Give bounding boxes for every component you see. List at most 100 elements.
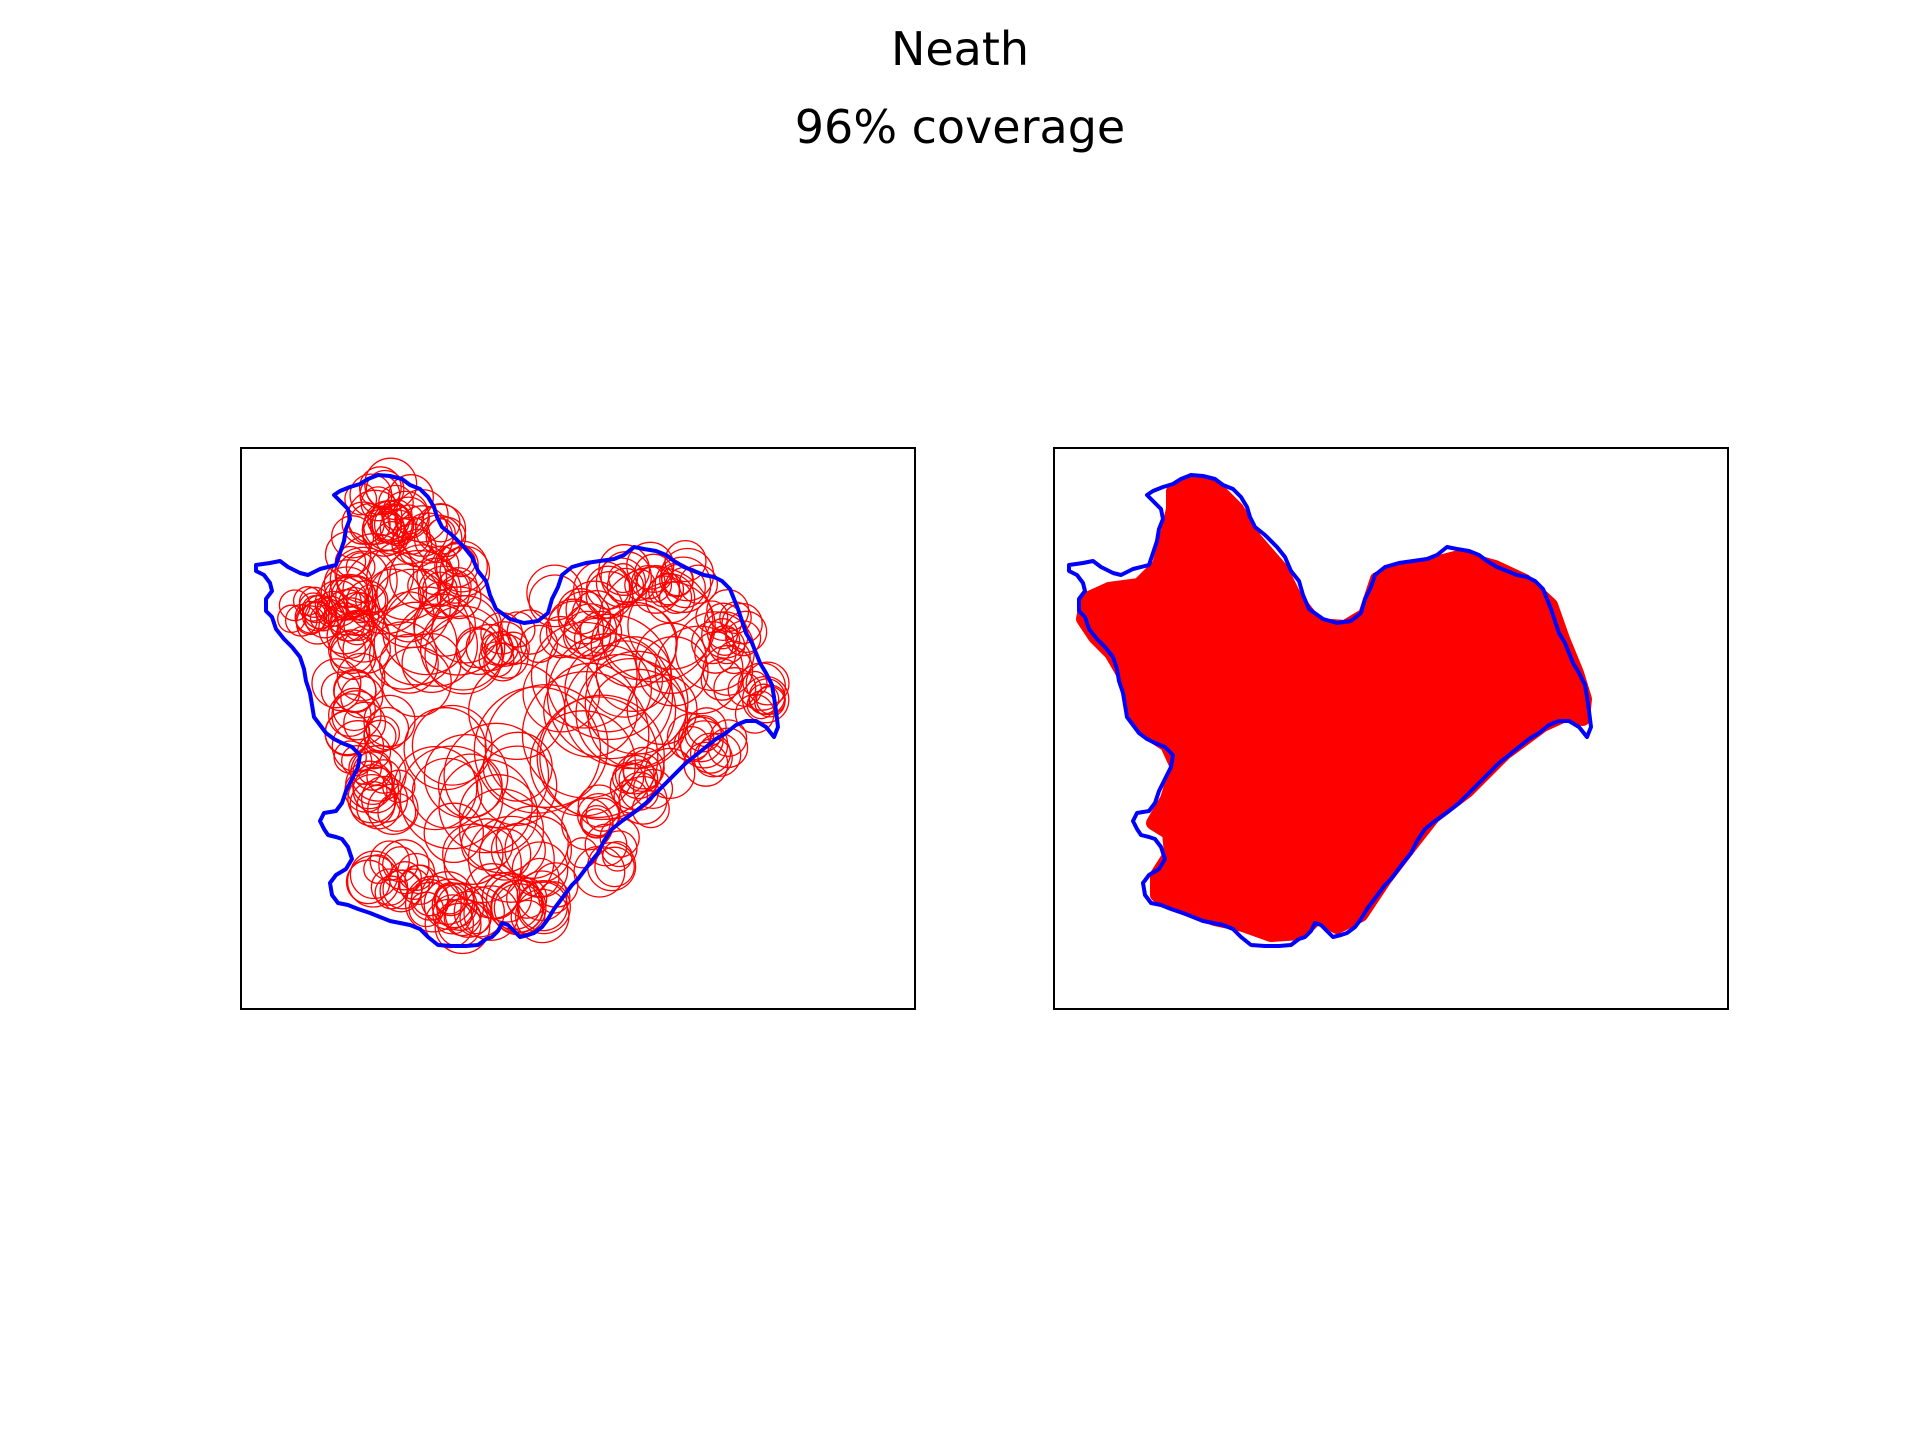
coverage-circle (327, 630, 367, 669)
coverage-circle (420, 871, 475, 925)
coverage-circle (378, 839, 430, 891)
coverage-circle (504, 815, 573, 884)
coverage-circle (577, 784, 621, 828)
coverage-circle (320, 566, 374, 620)
coverage-circle (311, 658, 362, 709)
coverage-circle (292, 586, 323, 616)
coverage-circle (403, 707, 487, 791)
coverage-circle (378, 633, 439, 694)
coverage-circle (522, 654, 601, 733)
coverage-circle (618, 759, 659, 800)
coverage-circle (516, 870, 568, 922)
coverage-circle (745, 661, 790, 706)
coverage-circle (631, 790, 670, 829)
coverage-circle (378, 484, 414, 521)
coverage-circle (614, 754, 655, 795)
coverage-circle (343, 701, 387, 745)
coverage-circle (278, 589, 311, 622)
coverage-circle (370, 868, 409, 906)
coverage-circle (421, 502, 461, 543)
coverage-circle (330, 515, 375, 559)
coverage-circle (388, 861, 422, 895)
coverage-circle (339, 609, 375, 646)
coverage-circle (465, 623, 514, 672)
coverage-circle (480, 632, 515, 666)
coverage-circle (458, 774, 539, 854)
coverage-circle (389, 544, 455, 610)
coverage-circle (611, 761, 645, 795)
coverage-circle (424, 615, 504, 695)
coverage-circle (329, 546, 398, 615)
coverage-circle (399, 745, 504, 850)
coverage-circle (565, 580, 624, 639)
coverage-circle (482, 731, 553, 802)
coverage-map-panel (1053, 447, 1729, 1010)
coverage-circle (398, 868, 430, 901)
coverage-circle (526, 564, 583, 621)
coverage-circle (431, 882, 478, 929)
coverage-circle (724, 610, 768, 653)
coverage-circle (598, 544, 651, 596)
coverage-circle (382, 846, 419, 883)
coverage-circle (455, 626, 498, 669)
coverage-circle (484, 683, 609, 809)
coverage-circle (443, 898, 482, 937)
coverage-circle (295, 601, 339, 645)
coverage-circle (563, 653, 677, 767)
coverage-circle (543, 662, 639, 758)
coverage-circle (442, 823, 504, 885)
region-boundary-left (254, 473, 780, 948)
coverage-circle (495, 805, 569, 879)
coverage-circle (426, 518, 456, 548)
coverage-circle (590, 601, 677, 688)
coverage-circle (410, 878, 449, 917)
coverage-circle (664, 539, 707, 583)
coverage-circle (599, 817, 640, 858)
coverage-circle (336, 609, 390, 663)
coverage-circle (467, 815, 555, 903)
coverage-circle (453, 886, 505, 938)
coverage-circle (351, 764, 393, 806)
coverage-circle (622, 752, 662, 793)
region-boundary-right (1067, 473, 1593, 948)
coverage-circle (484, 634, 529, 679)
coverage-circle (435, 540, 488, 593)
coverage-circle (349, 473, 393, 517)
coverage-circles (277, 457, 790, 955)
circles-map (254, 457, 790, 955)
coverage-subtitle: 96% coverage (794, 100, 1126, 154)
coverage-circle (432, 894, 473, 935)
coverage-circle (654, 625, 744, 715)
coverage-circle (754, 686, 786, 718)
coverage-circle (546, 632, 674, 760)
coverage-circle (364, 457, 418, 511)
coverage-circle (638, 636, 709, 707)
coverage-circle (341, 501, 385, 545)
coverage-circle (585, 565, 631, 610)
coverage-circle (401, 632, 462, 694)
coverage-circle (363, 719, 397, 753)
coverage-circle (468, 662, 566, 761)
coverage-circle (594, 846, 635, 888)
coverage-circle (382, 769, 416, 804)
coverage-circle (374, 520, 409, 555)
coverage-circle (431, 595, 500, 664)
coverage-circle (748, 683, 780, 715)
coverage-circle (677, 716, 724, 763)
coverage-circle (436, 574, 482, 620)
coverage-circle (581, 808, 611, 838)
coverage-circle (493, 882, 544, 933)
coverage-circle (458, 788, 545, 874)
coverage-circle (352, 751, 393, 791)
coverage-circle (516, 879, 571, 935)
coverage-circle (415, 503, 467, 555)
coverage-circle (455, 628, 503, 676)
figure-title: Neath (890, 22, 1030, 76)
coverage-circle (530, 621, 638, 729)
coverage-circle (478, 641, 515, 678)
coverage-circle (678, 564, 719, 604)
coverage-circle (365, 539, 448, 621)
coverage-circle (648, 575, 681, 608)
coverage-circle (376, 549, 462, 636)
coverage-circle (536, 696, 659, 819)
